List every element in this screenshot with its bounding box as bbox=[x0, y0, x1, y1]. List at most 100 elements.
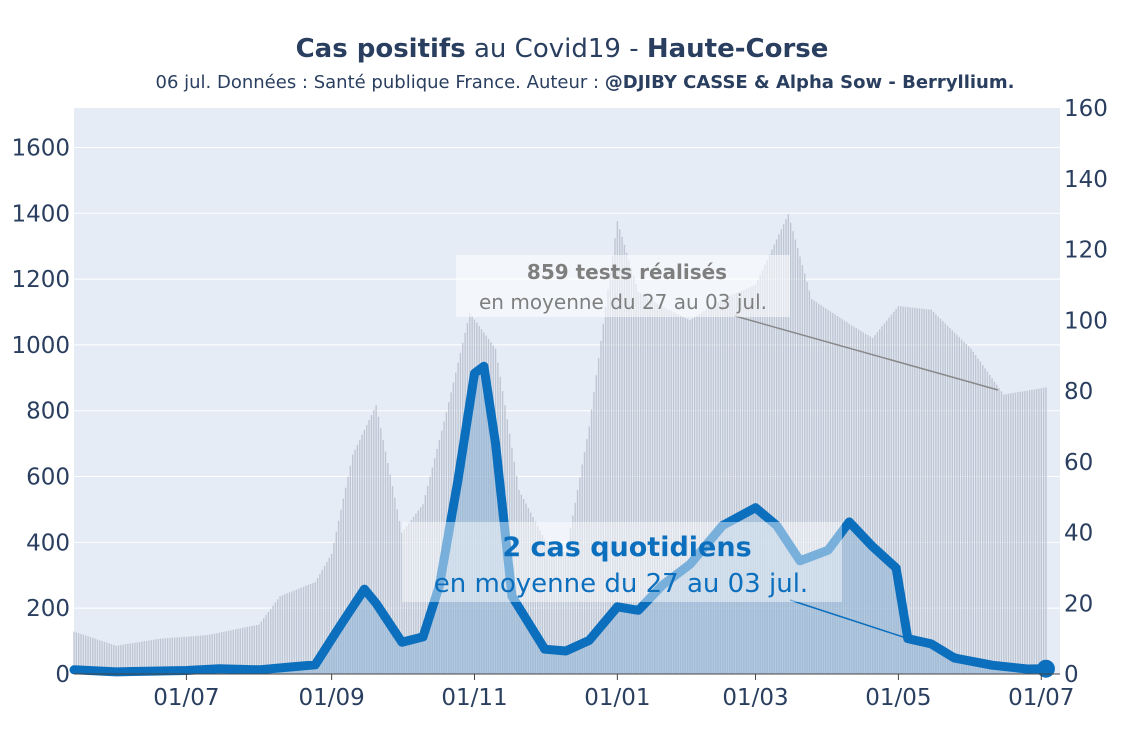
right-tick-label: 60 bbox=[1064, 450, 1093, 476]
right-tick-label: 80 bbox=[1064, 379, 1093, 405]
tests-bar bbox=[162, 638, 164, 674]
tests-bar bbox=[881, 326, 883, 674]
tests-bar bbox=[951, 330, 953, 674]
tests-bar bbox=[593, 392, 595, 674]
tests-bar bbox=[904, 306, 907, 674]
tests-bar bbox=[775, 239, 778, 674]
x-tick-label: 01/01 bbox=[584, 685, 650, 711]
tests-bar bbox=[874, 335, 876, 674]
tests-bar bbox=[410, 519, 412, 674]
tests-bar bbox=[618, 229, 621, 675]
tests-bar bbox=[761, 269, 764, 674]
tests-bar bbox=[633, 276, 635, 674]
tests-bar bbox=[942, 321, 944, 674]
tests-bar bbox=[230, 630, 232, 674]
tests-bar bbox=[248, 626, 251, 674]
tests-bar bbox=[984, 368, 986, 674]
tests-bar bbox=[764, 264, 766, 674]
tests-bar bbox=[150, 640, 152, 674]
tests-bar bbox=[134, 642, 136, 674]
tests-bar bbox=[518, 490, 520, 674]
x-tick-label: 01/03 bbox=[722, 685, 788, 711]
tests-bar bbox=[998, 387, 1000, 674]
tests-bar bbox=[637, 291, 640, 674]
tests-bar bbox=[532, 517, 534, 674]
tests-bar bbox=[630, 268, 633, 674]
tests-bar bbox=[907, 307, 909, 674]
tests-bar bbox=[136, 642, 138, 674]
tests-bar bbox=[548, 542, 551, 674]
tests-bar bbox=[398, 520, 401, 674]
tests-bar bbox=[925, 309, 928, 674]
subtitle-author: @DJIBY CASSE & Alpha Sow - Berryllium. bbox=[605, 72, 1015, 93]
tests-bar bbox=[127, 643, 129, 674]
tests-bar bbox=[405, 526, 408, 674]
tests-bar bbox=[281, 595, 284, 674]
tests-bar bbox=[855, 328, 857, 674]
tests-bar bbox=[579, 477, 581, 674]
tests-bar bbox=[103, 641, 106, 674]
tests-bar bbox=[181, 637, 183, 674]
right-tick-label: 0 bbox=[1064, 662, 1079, 688]
left-tick-label: 1000 bbox=[11, 333, 70, 359]
tests-bar bbox=[974, 355, 977, 674]
tests-bar bbox=[604, 306, 607, 674]
tests-bar bbox=[335, 531, 338, 674]
title-part2: au Covid19 - bbox=[466, 34, 647, 64]
tests-bar bbox=[513, 461, 516, 674]
tests-bar bbox=[818, 303, 820, 674]
tests-bar bbox=[216, 633, 218, 674]
title-part1: Cas positifs bbox=[296, 34, 466, 64]
tests-bar bbox=[284, 594, 286, 674]
tests-bar bbox=[220, 632, 223, 674]
tests-bar bbox=[654, 301, 656, 674]
tests-bar bbox=[850, 325, 853, 674]
tests-bar bbox=[813, 300, 815, 674]
tests-bar bbox=[888, 317, 890, 674]
tests-bar bbox=[707, 308, 710, 674]
tests-bar bbox=[691, 318, 694, 674]
tests-bar bbox=[307, 584, 309, 674]
tests-bar bbox=[967, 346, 970, 674]
right-tick-label: 20 bbox=[1064, 591, 1093, 617]
tests-bar bbox=[670, 310, 672, 674]
tests-bar bbox=[911, 307, 914, 674]
tests-bar bbox=[124, 644, 127, 674]
tests-annotation-bold: 859 tests réalisés bbox=[527, 260, 727, 284]
tests-bar bbox=[897, 306, 900, 674]
tests-bar bbox=[251, 625, 253, 674]
tests-bar bbox=[515, 475, 518, 674]
tests-bar bbox=[403, 529, 405, 674]
tests-bar bbox=[213, 633, 216, 674]
tests-bar bbox=[115, 645, 117, 674]
tests-bar bbox=[745, 288, 747, 674]
tests-bar bbox=[129, 643, 131, 674]
tests-bar bbox=[209, 634, 211, 674]
tests-bar bbox=[328, 557, 330, 674]
tests-bar bbox=[1035, 389, 1038, 674]
tests-bar bbox=[349, 465, 352, 674]
tests-bar bbox=[166, 638, 169, 674]
tests-bar bbox=[960, 339, 963, 674]
tests-bar bbox=[260, 621, 263, 674]
tests-bar bbox=[159, 638, 162, 674]
tests-bar bbox=[572, 515, 574, 674]
tests-bar bbox=[914, 307, 916, 674]
tests-bar bbox=[113, 644, 115, 674]
tests-bar bbox=[841, 319, 843, 674]
tests-bar bbox=[258, 624, 260, 674]
tests-bar bbox=[314, 582, 316, 674]
tests-bar bbox=[316, 577, 319, 674]
tests-bar bbox=[827, 309, 829, 674]
tests-bar bbox=[305, 585, 307, 674]
tests-bar bbox=[871, 337, 874, 674]
tests-bar bbox=[963, 341, 965, 674]
tests-bar bbox=[302, 586, 305, 674]
tests-bar bbox=[197, 635, 199, 674]
tests-bar bbox=[796, 248, 799, 674]
tests-bar bbox=[101, 640, 103, 674]
tests-bar bbox=[710, 306, 712, 674]
tests-bar bbox=[80, 633, 82, 674]
tests-bar bbox=[539, 530, 541, 674]
tests-bar bbox=[937, 316, 939, 674]
